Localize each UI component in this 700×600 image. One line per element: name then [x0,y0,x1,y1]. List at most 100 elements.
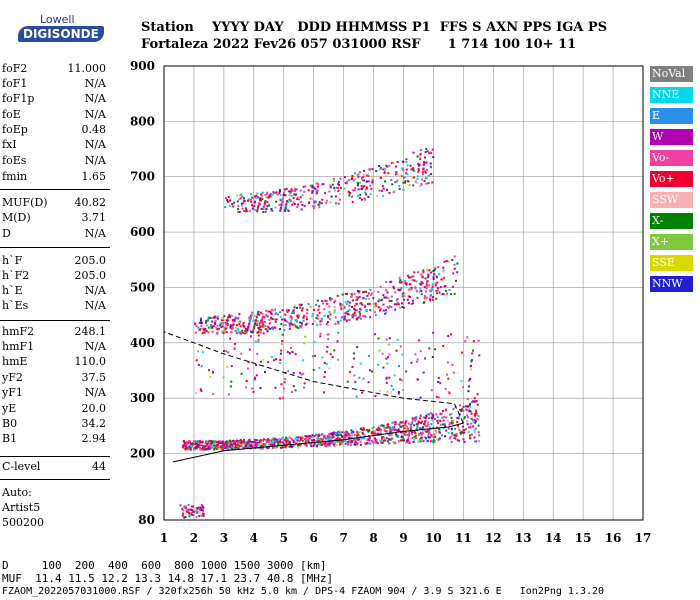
echo-point [223,446,226,449]
echo-point [458,416,461,419]
echo-point [339,302,342,305]
echo-point [405,282,408,285]
echo-point [279,315,282,318]
echo-point [472,400,475,403]
echo-point [273,308,276,311]
echo-point [247,198,250,201]
echo-point [272,191,275,194]
param-value: 20.0 [81,402,107,415]
echo-point [470,422,473,425]
echo-point [412,167,415,170]
echo-point [219,440,222,443]
echo-point [261,322,264,325]
echo-point [436,289,439,292]
echo-point [382,366,385,369]
echo-point [311,184,314,187]
echo-point [447,335,450,338]
echo-point [272,443,275,446]
echo-point [354,443,357,446]
echo-point [412,440,415,443]
echo-point [281,441,284,444]
echo-point [241,443,244,446]
echo-point [283,190,286,193]
echo-point [366,186,369,189]
echo-point [265,208,268,211]
echo-point [425,437,428,440]
echo-point [368,302,371,305]
param-label: C-level [2,460,41,473]
echo-point [215,326,218,329]
echo-point [329,313,332,316]
echo-point [423,286,426,289]
echo-point [192,514,195,517]
echo-point [392,287,395,290]
echo-point [200,507,203,510]
echo-point [184,505,187,508]
echo-point [318,439,321,442]
echo-point [375,428,378,431]
echo-point [332,180,335,183]
echo-point [279,397,282,400]
echo-point [265,309,268,312]
echo-point [258,313,261,316]
echo-point [474,420,477,423]
echo-point [328,444,331,447]
y-tick-label: 900 [130,59,155,73]
echo-point [318,367,321,370]
echo-point [373,290,376,293]
echo-point [393,190,396,193]
echo-point [379,439,382,442]
echo-point [411,279,414,282]
echo-point [299,196,302,199]
echo-point [331,432,334,435]
echo-point [337,331,340,334]
echo-point [270,209,273,212]
echo-point [378,306,381,309]
x-tick-label: 4 [250,531,258,545]
echo-point [291,311,294,314]
echo-point [288,325,291,328]
echo-point [437,376,440,379]
echo-point [236,329,239,332]
plot-frame [163,65,644,521]
echo-point [355,317,358,320]
echo-point [299,321,302,324]
echo-point [325,199,328,202]
echo-point [354,380,357,383]
echo-point [351,201,354,204]
echo-point [318,305,321,308]
echo-point [285,439,288,442]
echo-point [243,199,246,202]
echo-point [239,438,242,441]
echo-point [434,266,437,269]
echo-point [260,207,263,210]
echo-point [255,374,258,377]
echo-point [256,210,259,213]
echo-point [379,308,382,311]
echo-point [401,306,404,309]
echo-point [391,421,394,424]
echo-point [395,165,398,168]
echo-point [257,331,260,334]
echo-point [339,319,342,322]
echo-point [445,373,448,376]
echo-point [281,436,284,439]
echo-point [475,412,478,415]
echo-point [348,371,351,374]
echo-point [362,291,365,294]
echo-point [402,292,405,295]
echo-point [385,381,388,384]
echo-point [261,440,264,443]
echo-point [290,320,293,323]
echo-point [423,422,426,425]
echo-point [229,327,232,330]
echo-point [430,271,433,274]
echo-point [423,156,426,159]
echo-point [297,443,300,446]
echo-point [408,441,411,444]
echo-point [241,331,244,334]
echo-point [305,444,308,447]
echo-point [409,164,412,167]
echo-point [201,447,204,450]
echo-point [378,349,381,352]
